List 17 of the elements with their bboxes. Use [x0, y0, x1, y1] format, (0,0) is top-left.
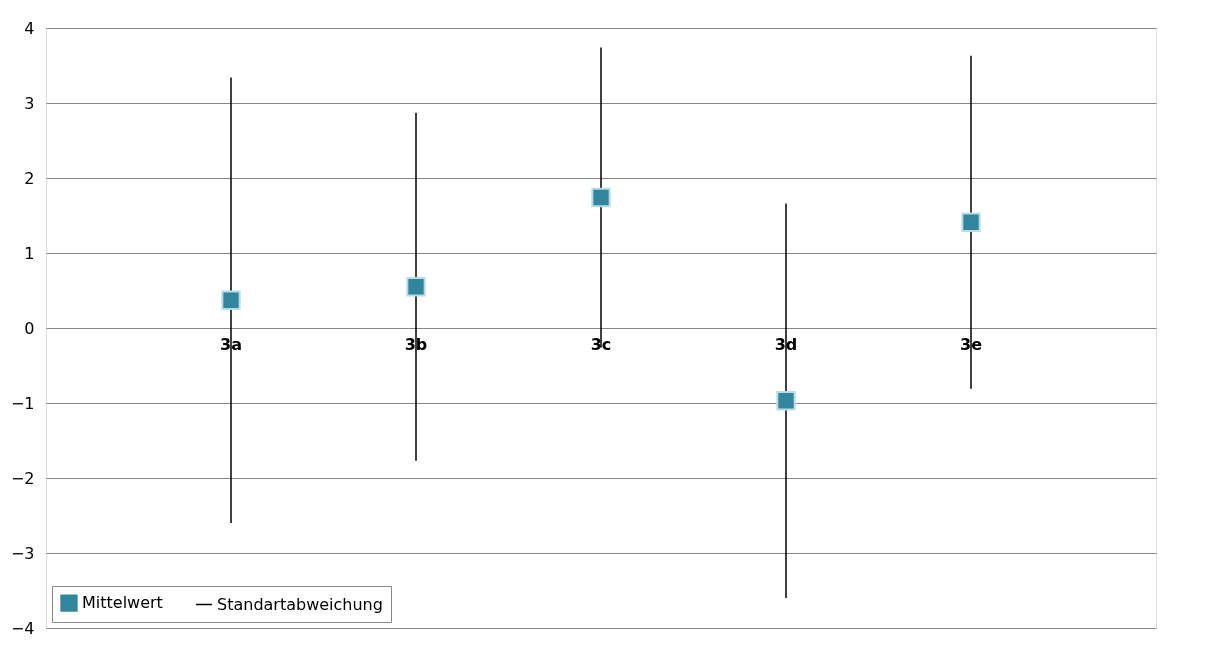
y-tick-label: 2: [24, 168, 35, 188]
annotation: Standartabweichung: [217, 594, 383, 614]
y-tick-label: 3: [24, 93, 35, 113]
y-tick-label: 0: [24, 318, 35, 338]
point: [776, 391, 796, 411]
point: [221, 290, 241, 310]
y-tick-label: 1: [24, 243, 35, 263]
y-tick-label: −4: [10, 618, 35, 638]
y-tick-label: 4: [24, 18, 35, 38]
y-tick-label: −3: [10, 543, 35, 563]
y-tick-label: −1: [10, 393, 35, 413]
legend-label: Mittelwert: [82, 593, 163, 613]
y-tick-label: −2: [10, 468, 35, 488]
point: [961, 212, 981, 232]
point: [591, 187, 611, 208]
x-tick-label: 3c: [590, 334, 612, 354]
point: [406, 277, 426, 297]
